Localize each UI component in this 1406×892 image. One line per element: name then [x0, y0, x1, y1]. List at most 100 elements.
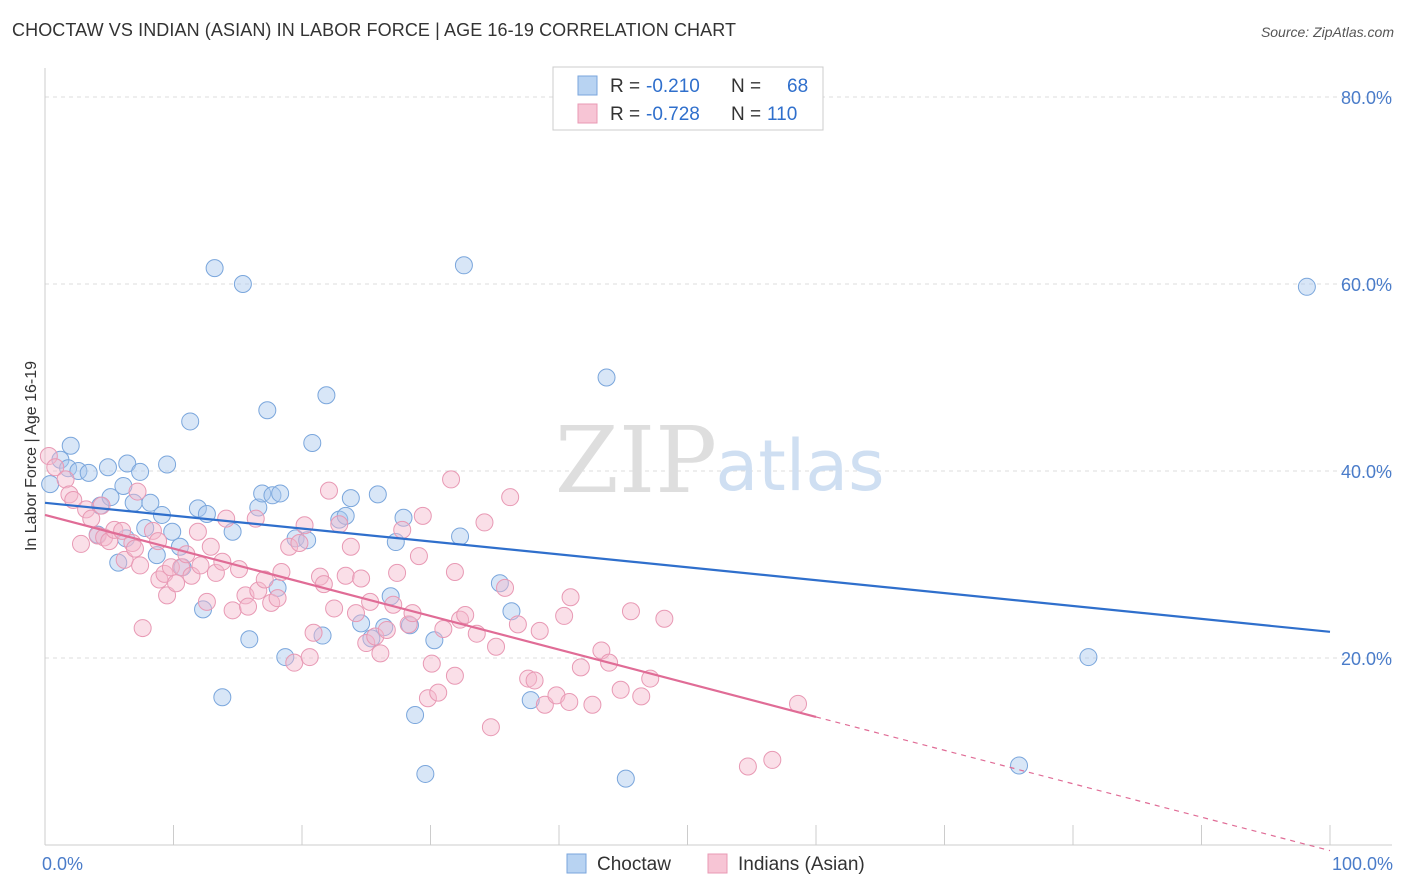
choctaw-point-51: [375, 618, 394, 637]
indians-point-42: [249, 581, 268, 600]
indians-point-97: [583, 695, 602, 714]
series-legend: Choctaw Indians (Asian): [566, 853, 865, 875]
indians-point-76: [429, 683, 448, 702]
series-legend-label-indians: Indians (Asian): [738, 854, 865, 875]
choctaw-point-15: [131, 462, 150, 481]
indians-point-62: [357, 634, 376, 653]
indians-point-70: [399, 615, 418, 634]
choctaw-point-31: [233, 275, 252, 293]
choctaw-point-56: [406, 706, 425, 725]
trend-lines: [44, 501, 1331, 852]
indians-point-104: [655, 609, 674, 628]
indians-point-0: [39, 447, 58, 466]
indians-point-57: [330, 515, 349, 534]
indians-point-1: [46, 458, 65, 477]
indians-point-5: [71, 534, 90, 553]
choctaw-point-65: [616, 769, 635, 788]
chart-title: CHOCTAW VS INDIAN (ASIAN) IN LABOR FORCE…: [12, 20, 737, 40]
indians-point-48: [285, 653, 304, 672]
choctaw-point-29: [213, 688, 232, 707]
choctaw-point-68: [1297, 277, 1316, 296]
indians-point-108: [445, 666, 464, 685]
indians-point-91: [530, 621, 549, 640]
choctaw-point-17: [141, 493, 160, 512]
x-axis-ticks: [173, 825, 1331, 845]
choctaw-point-13: [118, 454, 137, 473]
y-tick-label-80: 80.0%: [1341, 88, 1392, 108]
indians-point-2: [56, 470, 75, 489]
indians-point-31: [191, 556, 210, 575]
indians-point-50: [295, 516, 314, 535]
indians-point-55: [319, 481, 338, 500]
stats-legend: R = -0.210 N = 68 R = -0.728 N = 110: [552, 66, 824, 131]
indians-point-102: [632, 687, 651, 706]
indians-point-95: [560, 692, 579, 711]
indians-point-16: [125, 539, 144, 558]
indians-point-79: [445, 562, 464, 581]
indians-point-6: [77, 500, 96, 519]
choctaw-point-42: [303, 433, 322, 452]
stats-legend-r-value-1: -0.728: [646, 104, 700, 125]
indians-point-65: [371, 644, 390, 663]
indians-point-77: [434, 620, 453, 639]
choctaw-point-37: [271, 484, 290, 503]
x-tick-label-max: 100.0%: [1332, 854, 1393, 874]
choctaw-trend-line: [44, 501, 1331, 633]
indians-point-85: [487, 637, 506, 656]
indians-point-69: [393, 520, 412, 539]
indians-trend-line: [44, 513, 817, 718]
stats-legend-box: [552, 66, 824, 131]
indians-point-49: [290, 533, 309, 552]
x-tick-label-min: 0.0%: [42, 854, 83, 874]
choctaw-point-18: [147, 546, 166, 565]
series-legend-swatch-indians: [707, 853, 728, 874]
choctaw-point-62: [502, 602, 521, 621]
indians-point-59: [341, 537, 360, 556]
indians-point-51: [300, 648, 319, 667]
choctaw-point-64: [597, 368, 616, 387]
choctaw-point-60: [454, 256, 473, 275]
indians-point-32: [197, 592, 216, 611]
indians-point-106: [763, 750, 782, 769]
indians-point-24: [158, 586, 177, 605]
choctaw-point-3: [61, 436, 80, 455]
indians-point-37: [223, 601, 242, 620]
indians-point-40: [239, 597, 258, 616]
choctaw-point-59: [451, 527, 470, 546]
chart-source: Source: ZipAtlas.com: [1260, 24, 1394, 40]
choctaw-point-8: [98, 458, 117, 477]
indians-point-84: [481, 718, 500, 737]
stats-legend-swatch-choctaw: [577, 75, 598, 96]
y-tick-label-40: 40.0%: [1341, 462, 1392, 482]
choctaw-point-28: [205, 259, 224, 278]
choctaw-point-21: [163, 522, 182, 541]
choctaw-point-32: [240, 630, 259, 649]
indians-point-45: [268, 589, 287, 608]
choctaw-point-48: [352, 614, 371, 633]
watermark: ZIP atlas: [555, 407, 885, 514]
indians-trend-extension: [815, 716, 1331, 852]
indians-point-64: [366, 627, 385, 646]
indians-point-68: [388, 563, 407, 582]
indians-point-87: [501, 488, 520, 507]
watermark-zip: ZIP: [555, 407, 717, 514]
choctaw-point-11: [114, 476, 133, 495]
choctaw-point-67: [1079, 648, 1098, 667]
choctaw-point-50: [368, 485, 387, 504]
indians-point-52: [304, 623, 323, 642]
y-tick-labels: 20.0% 40.0% 60.0% 80.0%: [1341, 88, 1392, 669]
indians-point-88: [508, 615, 527, 634]
indians-point-17: [131, 556, 150, 575]
indians-point-18: [128, 482, 147, 501]
indians-point-109: [561, 588, 580, 607]
choctaw-point-57: [416, 764, 435, 783]
indians-point-74: [418, 689, 437, 708]
indians-point-44: [262, 593, 281, 612]
indians-point-66: [377, 620, 396, 639]
y-axis-label: In Labor Force | Age 16-19: [23, 361, 40, 551]
indians-point-8: [88, 526, 107, 545]
indians-point-75: [422, 654, 441, 673]
stats-legend-n-label-0: N =: [731, 76, 761, 97]
indians-point-20: [143, 521, 162, 540]
